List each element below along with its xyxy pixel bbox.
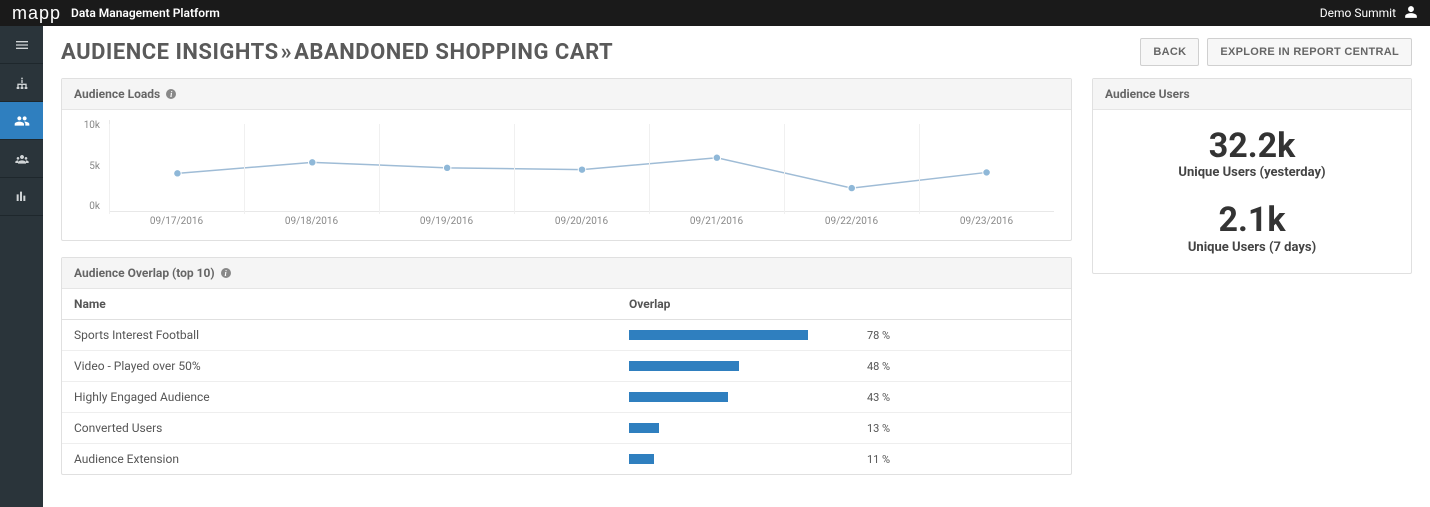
sidebar-item-hierarchy[interactable]: [0, 64, 43, 102]
overlap-value: 48 %: [617, 351, 1071, 382]
overlap-name: Video - Played over 50%: [62, 351, 617, 382]
loads-chart: 10k 5k 0k 09/17/201609/18/201609/19/2016…: [74, 120, 1059, 230]
overlap-name: Audience Extension: [62, 444, 617, 475]
y-tick: 0k: [74, 201, 100, 212]
x-tick: 09/18/2016: [244, 216, 379, 230]
breadcrumb-parent[interactable]: AUDIENCE INSIGHTS: [61, 40, 279, 65]
back-button[interactable]: BACK: [1140, 38, 1199, 66]
table-row[interactable]: Sports Interest Football78 %: [62, 320, 1071, 351]
metric-label: Unique Users (yesterday): [1105, 165, 1399, 180]
info-icon[interactable]: i: [221, 268, 231, 278]
hamburger-icon: [14, 37, 30, 53]
x-tick: 09/19/2016: [379, 216, 514, 230]
explore-button[interactable]: EXPLORE IN REPORT CENTRAL: [1207, 38, 1412, 66]
overlap-value: 13 %: [617, 413, 1071, 444]
overlap-value: 43 %: [617, 382, 1071, 413]
x-tick: 09/22/2016: [784, 216, 919, 230]
overlap-table: Name Overlap Sports Interest Football78 …: [62, 289, 1071, 474]
sidebar-item-reports[interactable]: [0, 178, 43, 216]
table-header-name: Name: [62, 289, 617, 320]
sidebar-item-audiences[interactable]: [0, 102, 43, 140]
metric-label: Unique Users (7 days): [1105, 240, 1399, 255]
main-content: AUDIENCE INSIGHTS»ABANDONED SHOPPING CAR…: [43, 26, 1430, 507]
metric-value: 32.2k: [1105, 128, 1399, 165]
breadcrumb-current: ABANDONED SHOPPING CART: [294, 40, 613, 65]
sidebar-item-groups[interactable]: [0, 140, 43, 178]
audience-loads-panel: Audience Loads i 10k 5k 0k: [61, 78, 1072, 241]
top-bar: mapp Data Management Platform Demo Summi…: [0, 0, 1430, 26]
logo: mapp: [12, 3, 61, 24]
overlap-name: Highly Engaged Audience: [62, 382, 617, 413]
chart-x-axis: 09/17/201609/18/201609/19/201609/20/2016…: [109, 216, 1054, 230]
metric-yesterday: 32.2k Unique Users (yesterday): [1105, 120, 1399, 188]
x-tick: 09/21/2016: [649, 216, 784, 230]
hierarchy-icon: [14, 75, 30, 91]
metric-7days: 2.1k Unique Users (7 days): [1105, 194, 1399, 262]
table-row[interactable]: Highly Engaged Audience43 %: [62, 382, 1071, 413]
overlap-name: Sports Interest Football: [62, 320, 617, 351]
panel-header-overlap: Audience Overlap (top 10) i: [62, 258, 1071, 289]
y-tick: 5k: [74, 161, 100, 172]
x-tick: 09/20/2016: [514, 216, 649, 230]
chart-plot-area: [109, 120, 1054, 212]
panel-header-loads: Audience Loads i: [62, 79, 1071, 110]
audiences-icon: [14, 113, 30, 129]
table-header-overlap: Overlap: [617, 289, 1071, 320]
panel-title: Audience Users: [1105, 87, 1190, 101]
metric-value: 2.1k: [1105, 202, 1399, 239]
overlap-value: 11 %: [617, 444, 1071, 475]
audience-overlap-panel: Audience Overlap (top 10) i Name Overlap…: [61, 257, 1072, 475]
sidebar-item-menu[interactable]: [0, 26, 43, 64]
table-row[interactable]: Video - Played over 50%48 %: [62, 351, 1071, 382]
panel-title: Audience Loads: [74, 87, 160, 101]
account-name[interactable]: Demo Summit: [1320, 6, 1396, 20]
table-row[interactable]: Converted Users13 %: [62, 413, 1071, 444]
table-row[interactable]: Audience Extension11 %: [62, 444, 1071, 475]
chart-y-axis: 10k 5k 0k: [74, 120, 104, 212]
x-tick: 09/17/2016: [109, 216, 244, 230]
sidebar: [0, 26, 43, 507]
panel-title: Audience Overlap (top 10): [74, 266, 215, 280]
page-header: AUDIENCE INSIGHTS»ABANDONED SHOPPING CAR…: [61, 38, 1412, 66]
audience-users-panel: Audience Users 32.2k Unique Users (yeste…: [1092, 78, 1412, 274]
info-icon[interactable]: i: [166, 89, 176, 99]
x-tick: 09/23/2016: [919, 216, 1054, 230]
groups-icon: [14, 151, 30, 167]
breadcrumb-sep: »: [281, 40, 293, 65]
page-title: AUDIENCE INSIGHTS»ABANDONED SHOPPING CAR…: [61, 40, 613, 65]
overlap-value: 78 %: [617, 320, 1071, 351]
y-tick: 10k: [74, 120, 100, 131]
overlap-name: Converted Users: [62, 413, 617, 444]
bar-chart-icon: [14, 189, 30, 205]
platform-label: Data Management Platform: [71, 6, 220, 20]
user-icon[interactable]: [1404, 5, 1418, 22]
panel-header-users: Audience Users: [1093, 79, 1411, 110]
